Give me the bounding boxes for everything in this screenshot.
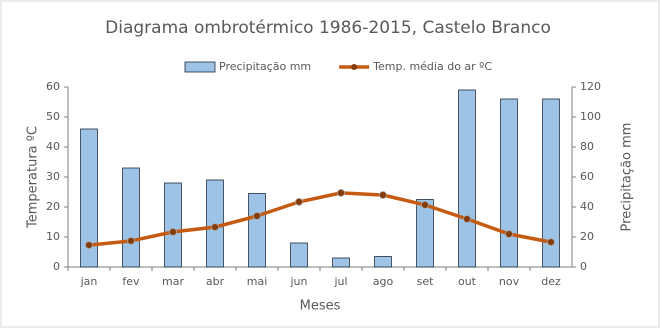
x-tick-label: mai bbox=[247, 275, 268, 288]
y-axis-label: Temperatura ºC bbox=[26, 126, 41, 229]
y-tick-label: 10 bbox=[46, 230, 60, 243]
bar bbox=[332, 257, 350, 268]
y2-tick-label: 100 bbox=[580, 110, 601, 123]
x-tick-label: jul bbox=[333, 275, 347, 288]
line-marker bbox=[421, 200, 429, 209]
y2-tick-label: 0 bbox=[580, 260, 587, 273]
y2-tick-label: 60 bbox=[580, 170, 594, 183]
line-marker bbox=[211, 223, 219, 232]
y2-tick-label: 80 bbox=[580, 140, 594, 153]
x-tick-label: ago bbox=[373, 275, 394, 288]
y2-axis-label: Precipitação mm bbox=[620, 123, 635, 232]
line bbox=[88, 191, 552, 247]
x-axis-label: Meses bbox=[300, 299, 341, 314]
x-tick-label: out bbox=[458, 275, 477, 288]
y2-tick-label: 40 bbox=[580, 200, 594, 213]
x-tick-label: set bbox=[417, 275, 434, 288]
y2-tick-label: 120 bbox=[580, 80, 601, 93]
bar bbox=[164, 182, 182, 268]
y2-tick-label: 20 bbox=[580, 230, 594, 243]
bar bbox=[416, 199, 434, 268]
x-tick-label: nov bbox=[499, 275, 520, 288]
legend-label: Precipitação mm bbox=[219, 60, 311, 73]
bar bbox=[122, 167, 140, 268]
x-tick-label: jun bbox=[290, 275, 308, 288]
line-marker bbox=[127, 236, 135, 245]
y-tick-label: 40 bbox=[46, 140, 60, 153]
y-tick-label: 30 bbox=[46, 170, 60, 183]
bar bbox=[248, 193, 266, 268]
bar bbox=[458, 89, 476, 268]
bar bbox=[290, 242, 308, 268]
line-marker bbox=[337, 188, 345, 197]
y-tick-label: 20 bbox=[46, 200, 60, 213]
y-tick-label: 60 bbox=[46, 80, 60, 93]
line-marker bbox=[463, 215, 471, 223]
bar bbox=[500, 98, 518, 268]
x-tick-label: fev bbox=[122, 275, 140, 288]
bar bbox=[80, 128, 98, 268]
line-marker bbox=[295, 197, 303, 206]
y-tick-label: 0 bbox=[53, 260, 60, 273]
chart-title: Diagrama ombrotérmico 1986-2015, Castelo… bbox=[105, 18, 551, 38]
legend-swatch bbox=[184, 61, 216, 73]
x-tick-label: jan bbox=[80, 275, 98, 288]
bar bbox=[542, 98, 560, 268]
y-tick-label: 50 bbox=[46, 110, 60, 123]
line-marker bbox=[379, 191, 387, 199]
legend-marker bbox=[351, 64, 358, 70]
line-marker bbox=[547, 238, 555, 247]
x-tick-label: mar bbox=[162, 275, 184, 288]
x-tick-label: abr bbox=[206, 275, 225, 288]
line-marker bbox=[253, 212, 261, 220]
x-tick-label: dez bbox=[541, 275, 561, 288]
line-marker bbox=[85, 241, 93, 250]
line-marker bbox=[169, 227, 177, 236]
bar bbox=[374, 256, 392, 268]
legend-label: Temp. média do ar ºC bbox=[372, 60, 492, 73]
line-marker bbox=[505, 230, 513, 238]
